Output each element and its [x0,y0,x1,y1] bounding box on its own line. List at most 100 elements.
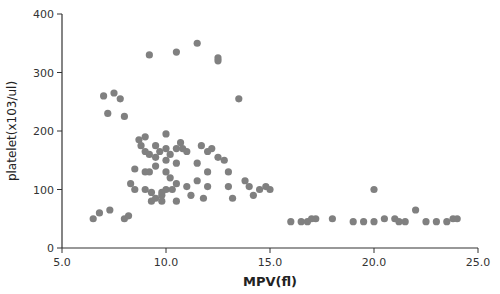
point [262,183,269,190]
points [90,40,461,226]
point [298,218,305,225]
y-tick-label: 300 [33,67,54,80]
point [106,206,113,213]
point [194,40,201,47]
point [241,177,248,184]
point [152,154,159,161]
point [204,168,211,175]
point [204,183,211,190]
y-tick [57,72,62,73]
point [454,215,461,222]
point [395,218,402,225]
point [142,186,149,193]
x-tick [478,248,479,253]
point [225,183,232,190]
point [287,218,294,225]
x-tick-label: 10.0 [154,256,179,269]
point [162,130,169,137]
point [183,148,190,155]
point [183,183,190,190]
point [100,92,107,99]
point [370,218,377,225]
y-tick [57,131,62,132]
point [208,145,215,152]
point [177,139,184,146]
x-tick [374,248,375,253]
y-tick-label: 200 [33,125,54,138]
point [200,195,207,202]
x-tick-label: 25.0 [466,256,491,269]
point [148,189,155,196]
point [225,168,232,175]
point [246,183,253,190]
point [167,174,174,181]
y-tick-label: 100 [33,184,54,197]
point [173,160,180,167]
point [173,198,180,205]
point [152,163,159,170]
chart: 5.0 10.0 15.0 20.0 25.0 0 100 200 300 400 MPV(fl) p… [0,0,500,294]
point [152,142,159,149]
point [96,209,103,216]
point [148,198,155,205]
y-tick [57,248,62,249]
point [156,148,163,155]
x-tick-label: 5.0 [53,256,71,269]
point [137,142,144,149]
point [194,160,201,167]
y-axis-label: platelet(x103/ul) [5,81,19,181]
x-axis-label: MPV(fl) [243,274,297,289]
x-axis-line [62,247,478,248]
point [194,177,201,184]
point [433,218,440,225]
point [131,186,138,193]
point [235,95,242,102]
point [221,157,228,164]
x-tick-label: 20.0 [362,256,387,269]
point [127,180,134,187]
point [162,186,169,193]
y-tick [57,189,62,190]
y-tick-label: 400 [33,8,54,21]
point [131,165,138,172]
point [90,215,97,222]
point [360,218,367,225]
point [187,192,194,199]
point [104,110,111,117]
point [173,180,180,187]
point [198,142,205,149]
point [146,51,153,58]
point [162,157,169,164]
point [173,48,180,55]
y-tick [57,14,62,15]
point [121,113,128,120]
point [402,218,409,225]
point [422,218,429,225]
y-tick-label: 0 [47,242,54,255]
point [167,151,174,158]
x-tick [166,248,167,253]
point [370,186,377,193]
point [146,151,153,158]
point [381,215,388,222]
point [125,212,132,219]
x-tick [270,248,271,253]
point [443,218,450,225]
point [256,186,263,193]
point [329,215,336,222]
point [158,198,165,205]
point [146,168,153,175]
point [110,89,117,96]
x-tick-label: 15.0 [258,256,283,269]
y-axis-line [61,14,62,248]
point [312,215,319,222]
x-tick [62,248,63,253]
point [117,95,124,102]
point [214,154,221,161]
point [162,145,169,152]
point [214,54,221,61]
point [412,206,419,213]
point [173,145,180,152]
point [169,186,176,193]
point [142,133,149,140]
